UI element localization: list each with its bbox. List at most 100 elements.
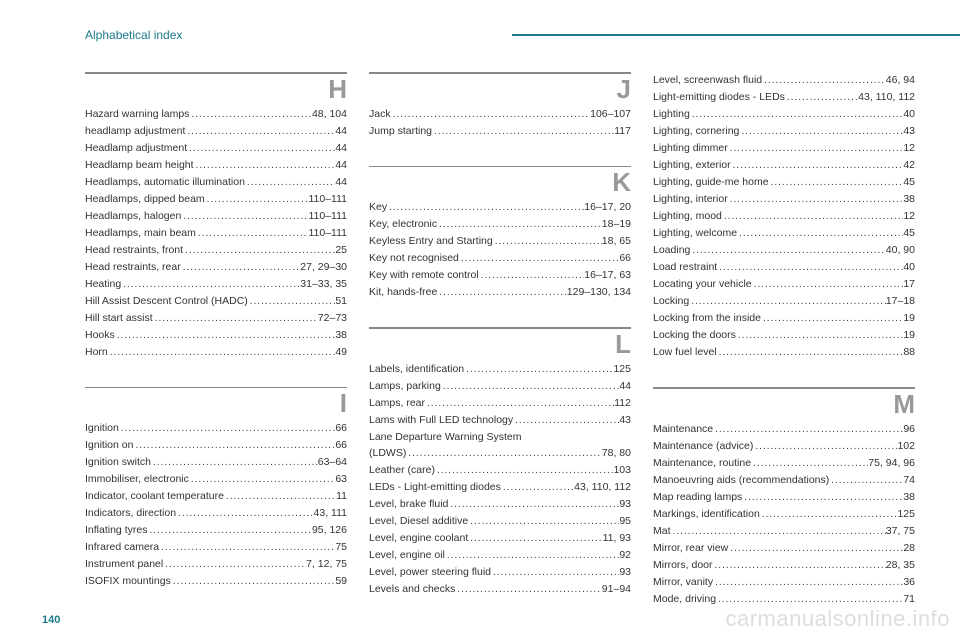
- entry-pages: 48, 104: [312, 106, 347, 123]
- entry-pages: 51: [335, 293, 347, 310]
- index-entry: Locking from the inside19: [653, 310, 915, 327]
- entry-pages: 25: [335, 242, 347, 259]
- index-entry: Level, engine coolant11, 93: [369, 530, 631, 547]
- entry-label: Headlamps, main beam: [85, 225, 196, 242]
- section-gap: [369, 140, 631, 166]
- entry-pages: 75, 94, 96: [868, 455, 915, 472]
- entry-pages: 11: [336, 488, 347, 505]
- index-entry: Lane Departure Warning System: [369, 429, 631, 446]
- entry-label: Ignition on: [85, 437, 133, 454]
- entry-pages: 17–18: [886, 293, 915, 310]
- section-rule: [369, 166, 631, 168]
- entry-pages: 38: [335, 327, 347, 344]
- entry-pages: 12: [903, 208, 915, 225]
- section-gap: [653, 361, 915, 387]
- entry-dots: [493, 233, 602, 250]
- entry-pages: 110–111: [308, 191, 347, 208]
- index-entry: Head restraints, front25: [85, 242, 347, 259]
- index-entry: Infrared camera75: [85, 539, 347, 556]
- entry-pages: 63: [335, 471, 347, 488]
- entry-pages: 40: [903, 259, 915, 276]
- entry-dots: [189, 106, 311, 123]
- entry-pages: 31–33, 35: [300, 276, 347, 293]
- entry-pages: 91–94: [602, 581, 631, 598]
- entry-dots: [181, 259, 301, 276]
- entry-pages: 7, 12, 75: [306, 556, 347, 573]
- index-entry: Mirrors, door28, 35: [653, 557, 915, 574]
- entry-dots: [448, 496, 619, 513]
- entry-pages: 71: [903, 591, 915, 608]
- entry-pages: 74: [903, 472, 915, 489]
- entry-label: Level, engine coolant: [369, 530, 468, 547]
- entry-pages: 129–130, 134: [567, 284, 631, 301]
- section-rule: [369, 327, 631, 329]
- entry-dots: [185, 123, 335, 140]
- entry-pages: 28: [903, 540, 915, 557]
- entry-dots: [163, 556, 306, 573]
- entry-label: Jump starting: [369, 123, 432, 140]
- section-rule: [653, 387, 915, 389]
- index-entry: Jack106–107: [369, 106, 631, 123]
- index-entry: Headlamps, main beam 110–111: [85, 225, 347, 242]
- entry-label: Level, power steering fluid: [369, 564, 491, 581]
- index-entry: Mirror, rear view28: [653, 540, 915, 557]
- section-rule: [369, 72, 631, 74]
- entry-dots: [153, 310, 318, 327]
- entry-pages: 37, 75: [886, 523, 915, 540]
- entry-pages: 40: [903, 106, 915, 123]
- page-header: Alphabetical index: [85, 28, 960, 42]
- entry-dots: [785, 89, 858, 106]
- entry-label: Key not recognised: [369, 250, 459, 267]
- index-entry: Keyless Entry and Starting18, 65: [369, 233, 631, 250]
- entry-dots: [224, 488, 336, 505]
- entry-label: Hill start assist: [85, 310, 153, 327]
- index-entry: Key, electronic18–19: [369, 216, 631, 233]
- entry-dots: [425, 395, 614, 412]
- entry-label: Key with remote control: [369, 267, 479, 284]
- section-rule: [85, 387, 347, 389]
- index-entry: Kit, hands-free 129–130, 134: [369, 284, 631, 301]
- entry-label: Headlamp adjustment: [85, 140, 187, 157]
- entry-dots: [183, 242, 335, 259]
- index-entry: Light-emitting diodes - LEDs43, 110, 112: [653, 89, 915, 106]
- index-entry: Headlamp beam height44: [85, 157, 347, 174]
- entry-label: Hill Assist Descent Control (HADC): [85, 293, 248, 310]
- entry-dots: [245, 174, 335, 191]
- entry-dots: [742, 489, 903, 506]
- entry-label: Jack: [369, 106, 391, 123]
- entry-dots: [728, 540, 903, 557]
- entry-dots: [151, 454, 318, 471]
- entry-label: Key, electronic: [369, 216, 437, 233]
- entry-dots: [108, 344, 336, 361]
- entry-dots: [760, 506, 898, 523]
- entry-label: Kit, hands-free: [369, 284, 437, 301]
- index-entry: Jump starting117: [369, 123, 631, 140]
- entry-pages: 110–111: [308, 225, 347, 242]
- entry-pages: 12: [903, 140, 915, 157]
- index-entry: Level, screenwash fluid46, 94: [653, 72, 915, 89]
- index-entry: Mode, driving71: [653, 591, 915, 608]
- entry-label: Lighting, welcome: [653, 225, 737, 242]
- entry-pages: 43: [903, 123, 915, 140]
- entry-label: Lighting, cornering: [653, 123, 739, 140]
- entry-dots: [171, 573, 336, 590]
- page-number: 140: [42, 614, 60, 626]
- entry-label: Level, screenwash fluid: [653, 72, 762, 89]
- entry-label: Ignition: [85, 420, 119, 437]
- entry-dots: [713, 421, 903, 438]
- entry-pages: 45: [903, 225, 915, 242]
- entry-label: Lighting: [653, 106, 690, 123]
- entry-pages: 66: [619, 250, 631, 267]
- entry-dots: [753, 438, 897, 455]
- entry-dots: [406, 445, 601, 462]
- index-entry: Ignition on66: [85, 437, 347, 454]
- entry-label: Low fuel level: [653, 344, 717, 361]
- entry-label: Head restraints, rear: [85, 259, 181, 276]
- entry-dots: [761, 310, 903, 327]
- index-entry: Level, engine oil92: [369, 547, 631, 564]
- entry-label: Headlamps, automatic illumination: [85, 174, 245, 191]
- header-title: Alphabetical index: [85, 28, 182, 42]
- index-entry: Key not recognised 66: [369, 250, 631, 267]
- entry-pages: 72–73: [318, 310, 347, 327]
- entry-label: Headlamps, halogen: [85, 208, 181, 225]
